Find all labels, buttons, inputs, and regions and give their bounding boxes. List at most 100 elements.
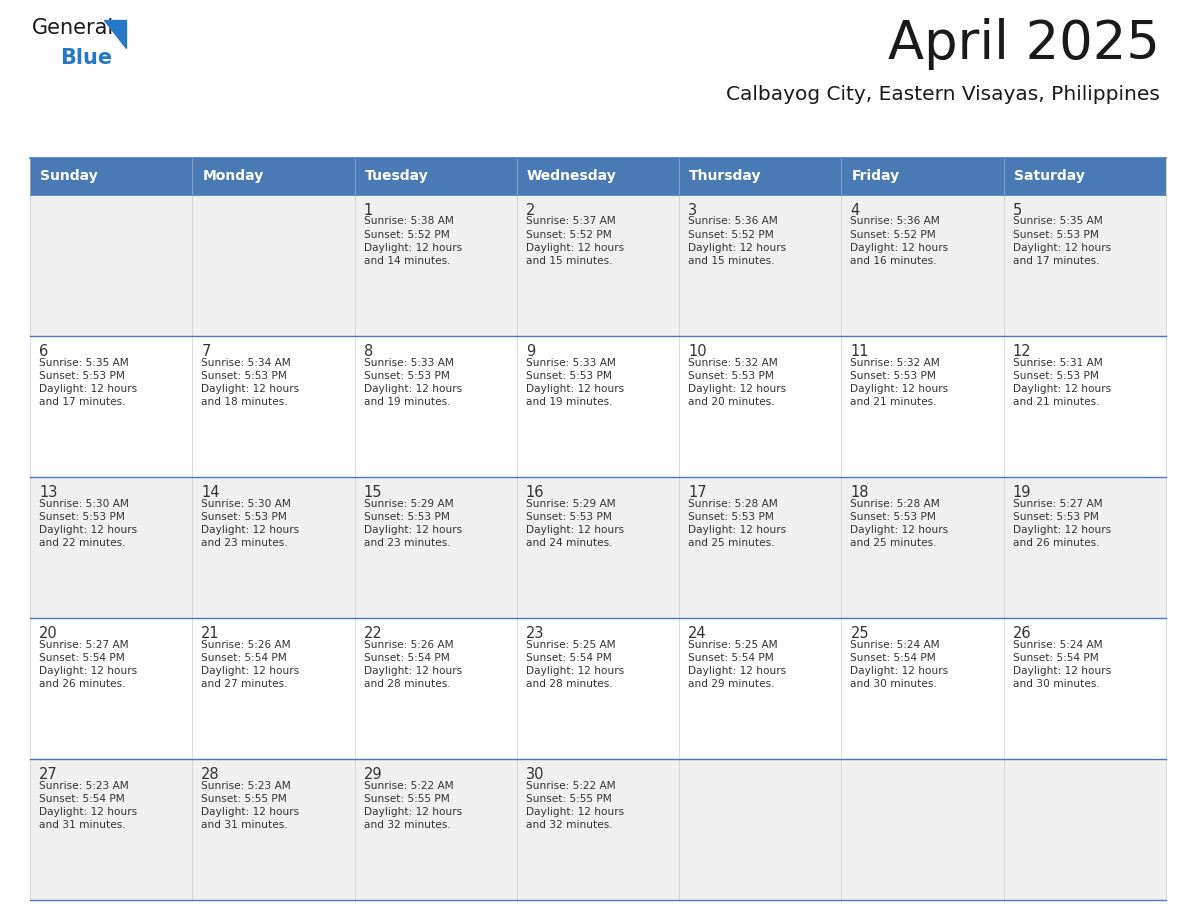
Text: 11: 11 [851, 343, 868, 359]
Text: Daylight: 12 hours: Daylight: 12 hours [1012, 525, 1111, 534]
Bar [517, 759, 680, 900]
Text: and 25 minutes.: and 25 minutes. [851, 538, 937, 548]
Text: and 17 minutes.: and 17 minutes. [1012, 255, 1099, 265]
Text: Sunrise: 5:27 AM: Sunrise: 5:27 AM [39, 640, 128, 650]
Text: Sunset: 5:53 PM: Sunset: 5:53 PM [851, 511, 936, 521]
Text: Daylight: 12 hours: Daylight: 12 hours [688, 666, 786, 676]
Text: 21: 21 [201, 626, 220, 641]
Text: and 26 minutes.: and 26 minutes. [39, 678, 126, 688]
Text: Sunrise: 5:25 AM: Sunrise: 5:25 AM [688, 640, 778, 650]
Text: Sunset: 5:52 PM: Sunset: 5:52 PM [851, 230, 936, 240]
Text: and 32 minutes.: and 32 minutes. [526, 820, 613, 830]
Text: Sunset: 5:53 PM: Sunset: 5:53 PM [1012, 230, 1099, 240]
Text: Sunset: 5:52 PM: Sunset: 5:52 PM [364, 230, 449, 240]
Bar [517, 195, 680, 336]
Text: Daylight: 12 hours: Daylight: 12 hours [39, 807, 137, 817]
Text: Sunrise: 5:29 AM: Sunrise: 5:29 AM [364, 498, 453, 509]
Text: and 15 minutes.: and 15 minutes. [688, 255, 775, 265]
Text: Calbayog City, Eastern Visayas, Philippines: Calbayog City, Eastern Visayas, Philippi… [726, 85, 1159, 104]
Text: Sunrise: 5:26 AM: Sunrise: 5:26 AM [364, 640, 453, 650]
Text: and 23 minutes.: and 23 minutes. [201, 538, 287, 548]
Text: Sunrise: 5:30 AM: Sunrise: 5:30 AM [201, 498, 291, 509]
Text: Daylight: 12 hours: Daylight: 12 hours [1012, 242, 1111, 252]
Bar [1004, 618, 1165, 759]
Text: Sunrise: 5:25 AM: Sunrise: 5:25 AM [526, 640, 615, 650]
Text: Sunrise: 5:35 AM: Sunrise: 5:35 AM [1012, 217, 1102, 227]
Text: Daylight: 12 hours: Daylight: 12 hours [526, 384, 624, 394]
Text: Sunset: 5:53 PM: Sunset: 5:53 PM [851, 371, 936, 381]
Bar [192, 195, 354, 336]
Text: Daylight: 12 hours: Daylight: 12 hours [526, 525, 624, 534]
Text: Daylight: 12 hours: Daylight: 12 hours [851, 525, 948, 534]
Text: Sunset: 5:52 PM: Sunset: 5:52 PM [526, 230, 612, 240]
Text: Sunset: 5:54 PM: Sunset: 5:54 PM [364, 653, 449, 663]
Text: Saturday: Saturday [1013, 169, 1085, 184]
Bar [192, 158, 354, 195]
Text: Sunrise: 5:24 AM: Sunrise: 5:24 AM [1012, 640, 1102, 650]
Bar [841, 476, 1004, 618]
Text: 27: 27 [39, 767, 58, 782]
Text: and 14 minutes.: and 14 minutes. [364, 255, 450, 265]
Text: Sunset: 5:54 PM: Sunset: 5:54 PM [851, 653, 936, 663]
Bar [354, 158, 517, 195]
Text: 10: 10 [688, 343, 707, 359]
Bar [680, 759, 841, 900]
Text: 12: 12 [1012, 343, 1031, 359]
Text: General: General [32, 18, 114, 38]
Text: Sunset: 5:54 PM: Sunset: 5:54 PM [526, 653, 612, 663]
Text: and 30 minutes.: and 30 minutes. [851, 678, 937, 688]
Text: 29: 29 [364, 767, 383, 782]
Text: Sunset: 5:53 PM: Sunset: 5:53 PM [39, 371, 125, 381]
Text: and 31 minutes.: and 31 minutes. [201, 820, 287, 830]
Text: Sunset: 5:53 PM: Sunset: 5:53 PM [1012, 371, 1099, 381]
Text: Sunrise: 5:24 AM: Sunrise: 5:24 AM [851, 640, 940, 650]
Text: 5: 5 [1012, 203, 1022, 218]
Text: Daylight: 12 hours: Daylight: 12 hours [1012, 384, 1111, 394]
Text: Sunset: 5:53 PM: Sunset: 5:53 PM [364, 511, 449, 521]
Bar [30, 759, 192, 900]
Text: and 26 minutes.: and 26 minutes. [1012, 538, 1099, 548]
Text: 26: 26 [1012, 626, 1031, 641]
Text: and 19 minutes.: and 19 minutes. [364, 397, 450, 407]
Bar [517, 618, 680, 759]
Text: and 28 minutes.: and 28 minutes. [526, 678, 613, 688]
Text: Wednesday: Wednesday [526, 169, 617, 184]
Text: Daylight: 12 hours: Daylight: 12 hours [1012, 666, 1111, 676]
Text: Daylight: 12 hours: Daylight: 12 hours [526, 666, 624, 676]
Bar [680, 158, 841, 195]
Text: Daylight: 12 hours: Daylight: 12 hours [364, 807, 462, 817]
Text: 15: 15 [364, 485, 383, 499]
Text: Sunset: 5:52 PM: Sunset: 5:52 PM [688, 230, 773, 240]
Text: Daylight: 12 hours: Daylight: 12 hours [688, 525, 786, 534]
Text: Sunrise: 5:31 AM: Sunrise: 5:31 AM [1012, 358, 1102, 367]
Bar [354, 759, 517, 900]
Text: Sunrise: 5:32 AM: Sunrise: 5:32 AM [851, 358, 940, 367]
Text: Daylight: 12 hours: Daylight: 12 hours [364, 384, 462, 394]
Text: Sunrise: 5:23 AM: Sunrise: 5:23 AM [39, 781, 128, 791]
Text: Sunrise: 5:28 AM: Sunrise: 5:28 AM [851, 498, 940, 509]
Bar [517, 336, 680, 476]
Text: 9: 9 [526, 343, 535, 359]
Text: Sunday: Sunday [40, 169, 97, 184]
Text: Daylight: 12 hours: Daylight: 12 hours [688, 242, 786, 252]
Text: 1: 1 [364, 203, 373, 218]
Text: and 22 minutes.: and 22 minutes. [39, 538, 126, 548]
Bar [30, 158, 192, 195]
Text: 16: 16 [526, 485, 544, 499]
Text: Sunset: 5:54 PM: Sunset: 5:54 PM [1012, 653, 1099, 663]
Text: 22: 22 [364, 626, 383, 641]
Text: Sunrise: 5:34 AM: Sunrise: 5:34 AM [201, 358, 291, 367]
Text: Daylight: 12 hours: Daylight: 12 hours [851, 384, 948, 394]
Text: Sunset: 5:55 PM: Sunset: 5:55 PM [526, 794, 612, 804]
Text: and 19 minutes.: and 19 minutes. [526, 397, 612, 407]
Text: Sunset: 5:54 PM: Sunset: 5:54 PM [39, 794, 125, 804]
Text: 13: 13 [39, 485, 57, 499]
Text: and 23 minutes.: and 23 minutes. [364, 538, 450, 548]
Text: Daylight: 12 hours: Daylight: 12 hours [201, 384, 299, 394]
Text: Sunset: 5:53 PM: Sunset: 5:53 PM [526, 371, 612, 381]
Bar [192, 476, 354, 618]
Text: Daylight: 12 hours: Daylight: 12 hours [201, 807, 299, 817]
Bar [354, 476, 517, 618]
Text: 19: 19 [1012, 485, 1031, 499]
Text: Sunset: 5:54 PM: Sunset: 5:54 PM [201, 653, 287, 663]
